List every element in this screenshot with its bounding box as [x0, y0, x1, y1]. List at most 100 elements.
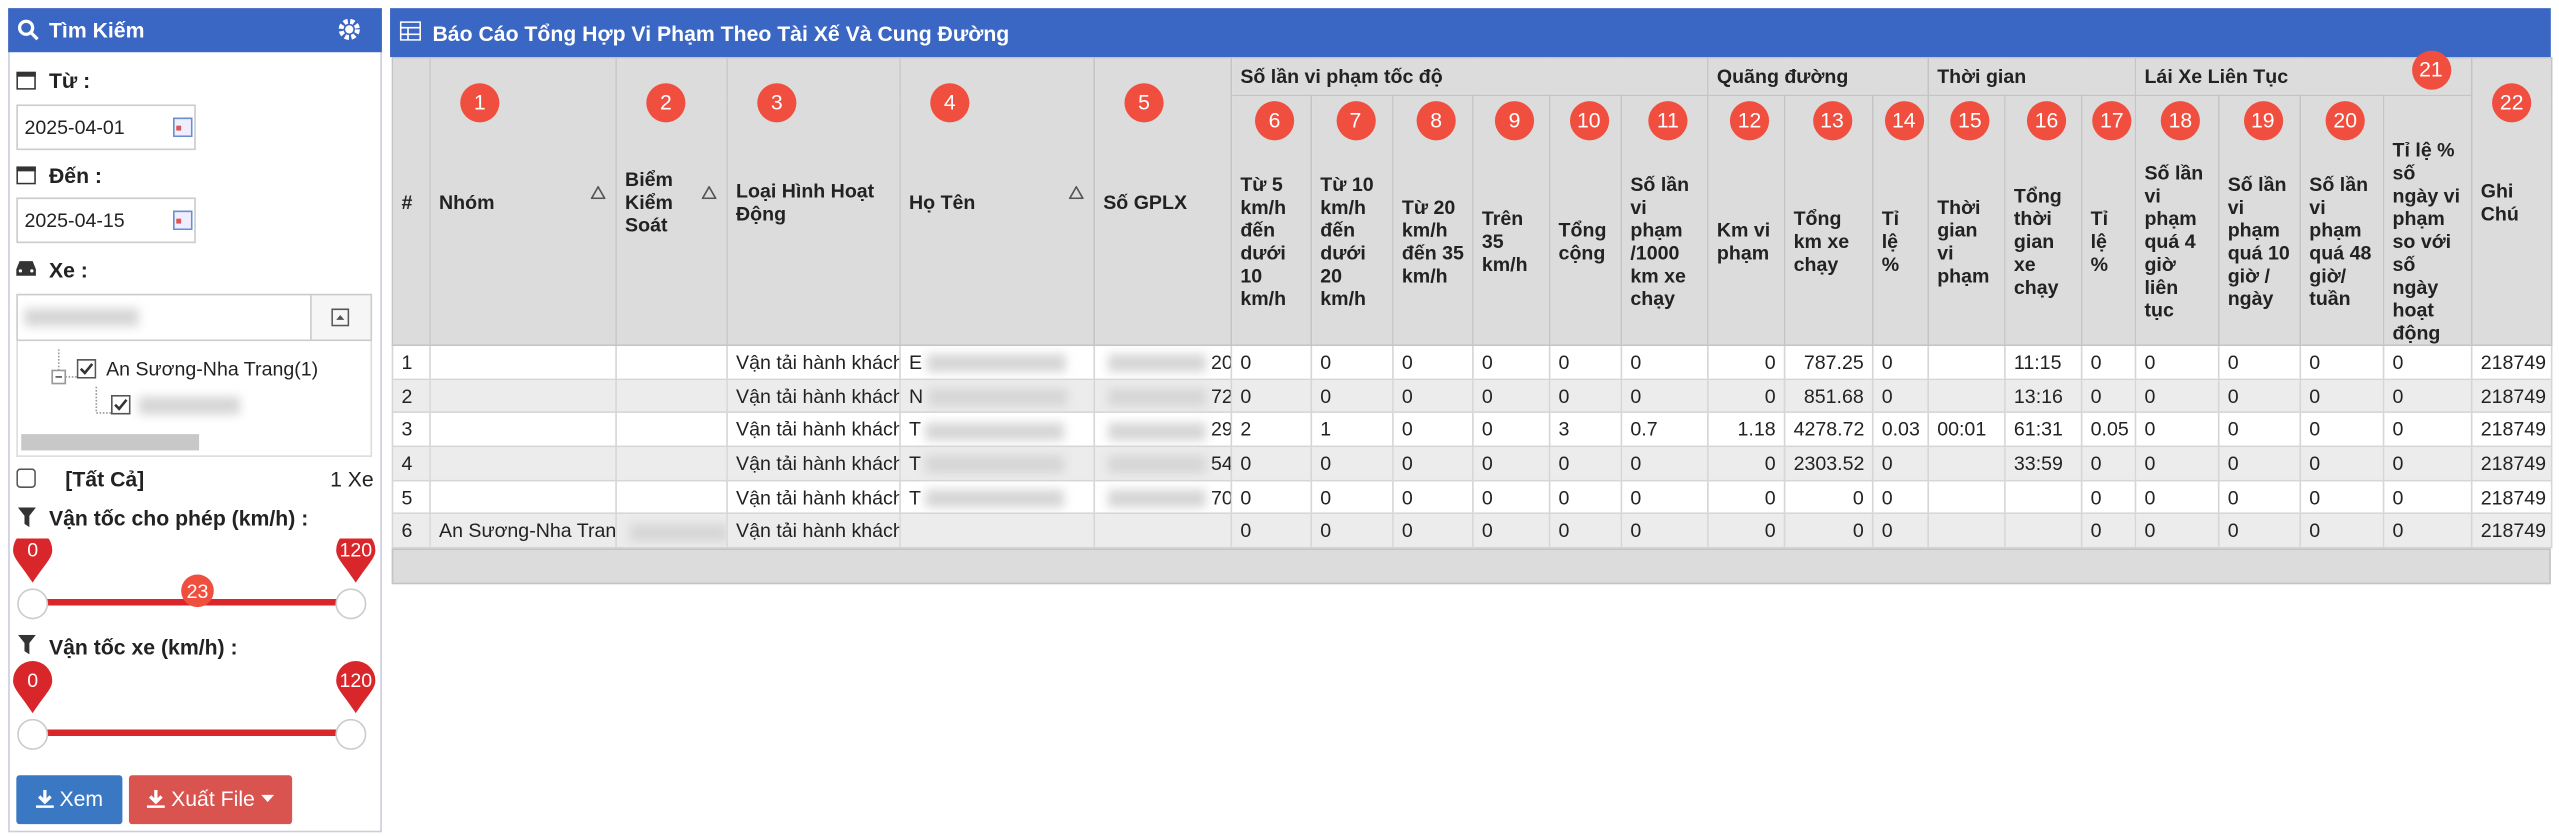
redacted [1108, 455, 1207, 474]
annotation-badge: 17 [2092, 101, 2132, 141]
from-date-input[interactable]: 2025-04-01 [16, 104, 196, 151]
cell-text: 0 [2309, 485, 2321, 509]
cell-text: T [909, 485, 922, 509]
table-cell: 0 [2080, 445, 2137, 482]
column-header[interactable]: Biểm Kiểm Soát 2 [615, 57, 728, 346]
date-picker-icon[interactable] [172, 117, 193, 138]
view-button[interactable]: Xem [16, 775, 123, 825]
settings-icon[interactable] [338, 18, 361, 41]
cell-text: N [909, 384, 924, 408]
cell-text: 0 [1764, 384, 1776, 408]
from-date: 2025-04-01 [24, 115, 125, 139]
table-cell: 0 [2217, 513, 2302, 549]
cell-text: 0 [2392, 350, 2404, 374]
to-date-input[interactable]: 2025-04-15 [16, 197, 196, 244]
slider-value: 120 [339, 670, 372, 692]
table-cell: 0 [1548, 378, 1623, 414]
tree-checkbox[interactable] [76, 359, 97, 379]
slider-value: 0 [27, 670, 38, 692]
table-cell: 0 [2134, 344, 2220, 380]
column-header[interactable]: Họ Tên 4 [899, 57, 1096, 346]
table-cell [2004, 479, 2083, 515]
cell-text: 0 [2309, 519, 2321, 543]
tree-checkbox[interactable] [110, 394, 131, 415]
tree-item[interactable]: An Sương-Nha Trang(1) [106, 357, 319, 381]
table-cell: 0 [1871, 378, 1930, 414]
table-cell: 0 [2382, 378, 2473, 414]
cell-text: 0 [1481, 350, 1493, 374]
slider-handle[interactable] [335, 588, 367, 620]
cell-text: 0 [2309, 350, 2321, 374]
table-cell: 0 [1392, 479, 1474, 515]
cell-text: 13:16 [2013, 384, 2063, 408]
table-cell [2004, 513, 2083, 549]
cell-text: 3 [401, 418, 413, 441]
table-cell: 0 [1230, 479, 1313, 515]
cell-text: 0 [1630, 485, 1642, 509]
table-cell: 0 [1783, 513, 1874, 549]
column-label: Thời gian vi phạm [1937, 195, 1990, 288]
table-cell: 0 [1392, 378, 1474, 414]
cell-text: 0 [1481, 451, 1493, 475]
cell-text: 0 [1630, 451, 1642, 475]
table-cell: 13:16 [2004, 378, 2083, 414]
table-cell: 0 [2080, 513, 2137, 549]
select-all-checkbox[interactable] [16, 468, 36, 488]
table-cell: 0 [1707, 513, 1786, 549]
table-cell [1927, 344, 2006, 380]
cell-text: 0 [2144, 350, 2156, 374]
vehicle-count: 1 Xe [330, 466, 374, 492]
cell-text: 0 [1401, 384, 1413, 408]
table-cell [899, 513, 1096, 549]
table-cell [615, 513, 728, 549]
column-group-label: Quãng đường [1716, 65, 1849, 89]
cell-text: 0 [1852, 519, 1864, 543]
table-cell: Vận tải hành khách [726, 445, 901, 482]
cell-text: 218749 [2480, 451, 2547, 475]
column-label: Số lần vi phạm quá 48 giờ/ tuần [2309, 172, 2372, 311]
date-picker-icon[interactable] [172, 210, 193, 231]
cell-text: 0 [2227, 519, 2239, 543]
column-label: Nhóm [439, 190, 495, 213]
vehicle-tree: An Sương-Nha Trang(1) [16, 341, 373, 457]
cell-text: 00:01 [1937, 418, 1987, 441]
table-cell: 0 [1472, 445, 1551, 482]
table-cell: 0 [1310, 344, 1394, 380]
slider-handle[interactable] [17, 588, 49, 620]
table-cell: 0 [2382, 479, 2473, 515]
cell-text: 0 [2309, 384, 2321, 408]
table-cell: 5 [391, 479, 431, 515]
annotation-badge: 3 [757, 83, 797, 123]
slider-handle[interactable] [17, 718, 49, 750]
cell-text: 298 [1210, 418, 1230, 441]
annotation-badge: 15 [1950, 101, 1990, 141]
annotation-badge: 14 [1884, 101, 1924, 141]
table-cell: Vận tải hành khách [726, 411, 901, 448]
table-cell: 0 [1707, 479, 1786, 515]
cell-text: 0 [2309, 418, 2321, 441]
collapse-button[interactable] [310, 293, 373, 342]
from-label: Từ : [48, 68, 91, 94]
table-cell: T [899, 479, 1096, 515]
table-cell: 0 [1871, 513, 1930, 549]
column-header: Tổng km xe chạy 13 [1783, 94, 1874, 346]
table-cell: 0 [1620, 479, 1709, 515]
slider-handle[interactable] [335, 718, 367, 750]
cell-text: 0 [2392, 384, 2404, 408]
column-label: # [401, 190, 413, 213]
annotation-badge: 7 [1335, 101, 1375, 141]
cell-text: 0 [1320, 519, 1332, 543]
cell-text: 541 [1210, 451, 1230, 475]
column-label: Tỉ lệ % [2090, 207, 2109, 276]
table-cell: 0 [2080, 479, 2137, 515]
column-header[interactable]: Nhóm 1 [429, 57, 617, 346]
car-icon [16, 261, 36, 276]
annotation-badge: 6 [1255, 101, 1295, 141]
scrollbar[interactable] [21, 434, 200, 451]
cell-text: 0 [1240, 451, 1252, 475]
table-cell: 0 [1472, 513, 1551, 549]
vehicle-search-input[interactable] [16, 293, 312, 342]
table-cell: 0 [1620, 378, 1709, 414]
export-button[interactable]: Xuất File [128, 775, 293, 825]
cell-text: 0 [2090, 519, 2102, 543]
